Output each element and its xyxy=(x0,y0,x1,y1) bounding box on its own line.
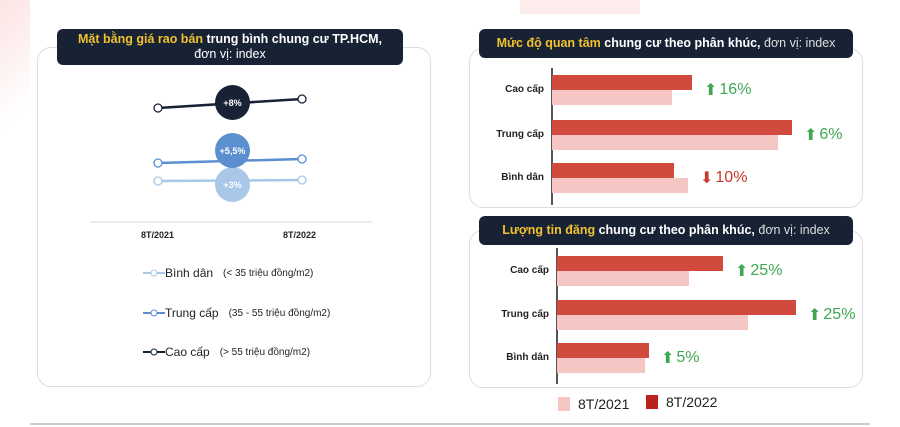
swatch xyxy=(646,395,658,409)
price-title: Mặt bằng giá rao bán trung bình chung cư… xyxy=(57,29,403,65)
point xyxy=(153,158,163,168)
bar-8t2022 xyxy=(557,256,723,271)
change-trung-cap: +5,5% xyxy=(215,133,250,168)
change-label: ⬆ 6% xyxy=(804,125,843,145)
swatch xyxy=(558,397,570,411)
point xyxy=(153,176,163,186)
title-bold: chung cư theo phân khúc, xyxy=(595,223,755,237)
category-label: Cao cấp xyxy=(510,265,549,276)
category-label: Cao cấp xyxy=(505,84,544,95)
title-highlight: Mặt bằng giá rao bán xyxy=(78,32,204,46)
legend-line-icon xyxy=(143,269,165,277)
legend-label: Bình dân xyxy=(165,266,214,280)
legend-label: 8T/2022 xyxy=(666,394,718,410)
bar-8t2022 xyxy=(557,343,649,358)
arrow-up-icon: ⬆ xyxy=(808,307,822,324)
bar-8t2021 xyxy=(557,358,645,373)
legend-label: 8T/2021 xyxy=(578,396,630,412)
change-value: 5% xyxy=(676,349,700,366)
point xyxy=(153,103,163,113)
change-value: 6% xyxy=(819,126,843,143)
title-rest: đơn vị: index xyxy=(760,36,836,50)
divider xyxy=(30,423,870,425)
arrow-down-icon: ⬇ xyxy=(700,170,714,187)
bar-8t2021 xyxy=(552,178,688,193)
change-binh-dan: +3% xyxy=(215,167,250,202)
bar-8t2022 xyxy=(557,300,796,315)
bar-8t2022 xyxy=(552,163,674,178)
arrow-up-icon: ⬆ xyxy=(704,82,718,99)
change-label: ⬆ 16% xyxy=(704,80,751,100)
bar-8t2021 xyxy=(557,271,689,286)
change-label: ⬆ 25% xyxy=(808,305,855,325)
legend-label: Cao cấp xyxy=(165,345,210,359)
title-bold: chung cư theo phân khúc, xyxy=(600,36,761,50)
point xyxy=(297,154,307,164)
legend-line-icon xyxy=(143,348,165,356)
change-value: 25% xyxy=(823,306,856,323)
legend-label: Trung cấp xyxy=(165,306,219,320)
arrow-up-icon: ⬆ xyxy=(661,350,675,367)
category-label: Trung cấp xyxy=(501,309,549,320)
bar-8t2022 xyxy=(552,120,792,135)
change-label: ⬆ 25% xyxy=(735,261,782,281)
point xyxy=(297,94,307,104)
y-axis xyxy=(556,248,558,384)
bar-8t2021 xyxy=(557,315,748,330)
category-label: Bình dân xyxy=(501,172,544,183)
change-value: 25% xyxy=(750,262,783,279)
x-label: 8T/2022 xyxy=(283,230,317,240)
title-bold: trung bình chung cư TP.HCM, xyxy=(203,32,382,46)
change-label: ⬇ 10% xyxy=(700,168,747,188)
legend-2022: 8T/2022 xyxy=(646,394,717,410)
interest-title: Mức độ quan tâm chung cư theo phân khúc,… xyxy=(479,29,853,58)
listing-title: Lượng tin đăng chung cư theo phân khúc, … xyxy=(479,216,853,245)
change-value: 16% xyxy=(719,81,752,98)
legend-2021: 8T/2021 xyxy=(558,396,629,412)
change-label: ⬆ 5% xyxy=(661,348,700,368)
legend-binh-dan: Bình dân (< 35 triệu đồng/m2) xyxy=(143,266,313,280)
legend-trung-cap: Trung cấp (35 - 55 triệu đồng/m2) xyxy=(143,306,330,320)
legend-note: (< 35 triệu đồng/m2) xyxy=(223,267,314,279)
arrow-up-icon: ⬆ xyxy=(804,127,818,144)
x-label: 8T/2021 xyxy=(141,230,175,240)
legend-note: (35 - 55 triệu đồng/m2) xyxy=(228,307,331,319)
bar-8t2021 xyxy=(552,90,672,105)
arrow-up-icon: ⬆ xyxy=(735,263,749,280)
title-rest: đơn vị: index xyxy=(754,223,830,237)
category-label: Trung cấp xyxy=(496,129,544,140)
change-cao-cap: +8% xyxy=(215,85,250,120)
y-axis xyxy=(551,68,553,205)
legend-note: (> 55 triệu đồng/m2) xyxy=(219,346,311,358)
bar-8t2022 xyxy=(552,75,692,90)
point xyxy=(297,175,307,185)
bar-8t2021 xyxy=(552,135,778,150)
legend-line-icon xyxy=(143,309,165,317)
category-label: Bình dân xyxy=(506,352,549,363)
title-highlight: Lượng tin đăng xyxy=(502,223,596,237)
legend-cao-cap: Cao cấp (> 55 triệu đồng/m2) xyxy=(143,345,310,359)
title-rest: đơn vị: index xyxy=(194,47,266,61)
decoration xyxy=(520,0,640,14)
price-line-chart xyxy=(90,94,372,223)
title-highlight: Mức độ quan tâm xyxy=(496,36,601,50)
change-value: 10% xyxy=(715,169,748,186)
decoration xyxy=(0,0,30,160)
